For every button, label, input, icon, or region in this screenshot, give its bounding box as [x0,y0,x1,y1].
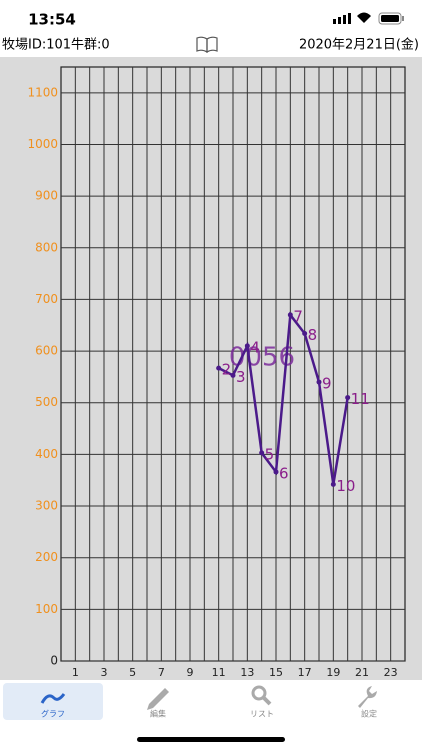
y-tick-label: 1100 [27,85,58,99]
home-indicator [137,737,285,742]
data-point [302,331,308,337]
x-tick-label: 3 [101,666,108,679]
y-tick-label: 500 [35,395,58,409]
y-tick-label: 1000 [27,137,58,151]
tab-label[interactable]: 設定 [361,709,377,719]
y-tick-label: 100 [35,602,58,616]
tab-icon-graph [40,693,66,704]
y-tick-label: 0 [50,654,58,668]
x-tick-label: 21 [355,666,369,679]
y-tick-label: 600 [35,344,58,358]
book-icon[interactable] [196,36,218,54]
point-label: 9 [322,375,332,393]
x-tick-label: 11 [212,666,226,679]
point-label: 6 [279,464,289,482]
data-line [218,311,349,485]
tab-label[interactable]: リスト [250,710,274,719]
tab-label[interactable]: 編集 [150,709,166,719]
data-point [259,450,265,456]
point-label: 7 [293,307,303,325]
data-point [230,372,236,378]
y-tick-label: 200 [35,550,58,564]
data-point [287,312,293,318]
y-tick-label: 700 [35,292,58,306]
tab-icon-edit [147,688,169,710]
point-label: 5 [265,445,275,463]
header-left: 牧場ID:101牛群:0 [2,38,110,53]
tab-selected-bg [3,683,103,720]
x-tick-label: 17 [298,666,312,679]
annotation: 0056 [229,343,295,373]
tab-label[interactable]: グラフ [41,709,65,719]
y-tick-label: 400 [35,447,58,461]
data-point [244,343,250,349]
chart-background [0,57,422,680]
x-tick-label: 19 [326,666,340,679]
y-tick-label: 300 [35,499,58,513]
point-label: 3 [236,368,246,386]
y-tick-label: 900 [35,189,58,203]
point-label: 8 [308,326,318,344]
x-tick-label: 5 [129,666,136,679]
x-tick-label: 15 [269,666,283,679]
data-point [316,379,322,385]
data-point [273,469,279,475]
x-tick-label: 13 [240,666,254,679]
header-date: 2020年2月21日(金) [299,37,419,53]
data-point [216,365,222,371]
x-tick-label: 1 [72,666,79,679]
point-label: 2 [222,361,232,379]
x-tick-label: 9 [187,666,194,679]
x-tick-label: 23 [384,666,398,679]
point-label: 10 [336,477,355,495]
x-tick-label: 7 [158,666,165,679]
status-time: 13:54 [28,11,76,29]
data-point [330,481,336,487]
point-label: 11 [351,390,370,408]
tab-icon-settings [358,686,377,708]
data-point [345,395,351,401]
point-label: 4 [250,338,260,356]
tab-icon-list [251,685,272,706]
status-icons [333,12,404,25]
y-tick-label: 800 [35,240,58,254]
